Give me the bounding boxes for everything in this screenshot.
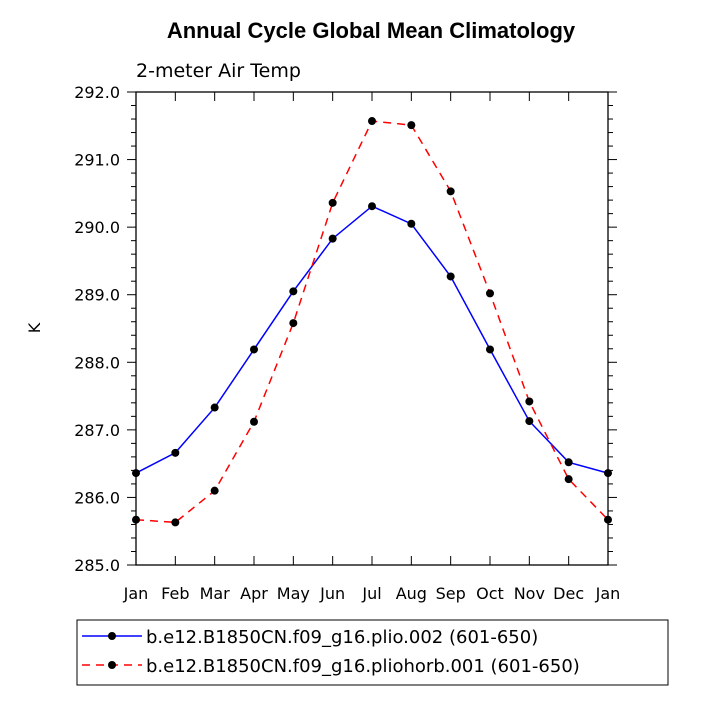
data-point-series-2 bbox=[446, 187, 455, 196]
data-point-series-1 bbox=[604, 469, 612, 478]
data-point-series-1 bbox=[446, 272, 455, 281]
data-point-series-1 bbox=[210, 403, 219, 412]
y-axis: 285.0 286.0 287.0 288.0 289.0 290.0 291.0 292.0 bbox=[74, 83, 617, 575]
x-tick-label: Mar bbox=[200, 584, 231, 603]
x-tick-label: Jan bbox=[123, 584, 149, 603]
data-point-series-1 bbox=[486, 345, 494, 354]
x-tick-label: Apr bbox=[240, 584, 268, 603]
data-point-series-1 bbox=[289, 287, 298, 296]
x-tick-label: Feb bbox=[161, 584, 189, 603]
data-point-series-2 bbox=[525, 397, 534, 406]
plot-frame bbox=[135, 91, 609, 566]
data-point-series-2 bbox=[250, 417, 258, 426]
y-tick-label: 290.0 bbox=[74, 218, 120, 237]
series-layer bbox=[132, 117, 612, 527]
legend: b.e12.B1850CN.f09_g16.plio.002 (601-650)… bbox=[76, 619, 669, 686]
data-point-series-2 bbox=[132, 515, 140, 524]
x-tick-label: Oct bbox=[476, 584, 504, 603]
data-point-series-1 bbox=[368, 202, 376, 211]
series-line-2 bbox=[135, 120, 609, 524]
legend-frame bbox=[76, 619, 669, 686]
x-tick-label: Jul bbox=[361, 584, 381, 603]
data-point-series-1 bbox=[328, 234, 337, 243]
x-tick-label: Jan bbox=[595, 584, 621, 603]
legend-label-series-2: b.e12.B1850CN.f09_g16.pliohorb.001 (601-… bbox=[146, 656, 580, 677]
data-point-series-2 bbox=[210, 486, 219, 495]
x-tick-label: Aug bbox=[396, 584, 427, 603]
legend-marker-series-1 bbox=[108, 632, 116, 640]
chart-subtitle: 2-meter Air Temp bbox=[136, 60, 301, 82]
data-point-series-2 bbox=[289, 319, 298, 328]
y-axis-label: K bbox=[25, 322, 44, 333]
data-point-series-2 bbox=[368, 117, 376, 126]
data-point-series-1 bbox=[525, 417, 534, 426]
data-point-series-2 bbox=[564, 475, 573, 484]
data-point-series-2 bbox=[486, 289, 494, 298]
data-point-series-2 bbox=[604, 515, 612, 524]
legend-marker-series-2 bbox=[108, 661, 116, 669]
x-tick-label: May bbox=[277, 584, 310, 603]
x-tick-label: Dec bbox=[553, 584, 584, 603]
data-point-series-1 bbox=[564, 458, 573, 467]
y-tick-label: 285.0 bbox=[74, 556, 120, 575]
y-tick-label: 288.0 bbox=[74, 353, 120, 372]
y-tick-label: 291.0 bbox=[74, 151, 120, 170]
legend-label-series-1: b.e12.B1850CN.f09_g16.plio.002 (601-650) bbox=[146, 627, 538, 648]
data-point-series-1 bbox=[171, 448, 180, 457]
x-axis: Jan Feb Mar Apr May Jun Jul Aug Sep Oct Nov Dec Jan bbox=[123, 92, 621, 603]
x-tick-label: Sep bbox=[436, 584, 466, 603]
data-point-series-1 bbox=[407, 219, 416, 228]
chart-title: Annual Cycle Global Mean Climatology bbox=[167, 18, 576, 43]
data-point-series-2 bbox=[171, 518, 180, 527]
y-tick-label: 292.0 bbox=[74, 83, 120, 102]
y-tick-label: 287.0 bbox=[74, 421, 120, 440]
data-point-series-2 bbox=[328, 198, 337, 207]
y-tick-label: 289.0 bbox=[74, 286, 120, 305]
x-tick-label: Jun bbox=[319, 584, 345, 603]
data-point-series-1 bbox=[132, 469, 140, 478]
x-tick-label: Nov bbox=[514, 584, 545, 603]
series-line-1 bbox=[135, 205, 609, 474]
data-point-series-1 bbox=[250, 345, 258, 354]
y-tick-label: 286.0 bbox=[74, 488, 120, 507]
data-point-series-2 bbox=[407, 121, 416, 130]
